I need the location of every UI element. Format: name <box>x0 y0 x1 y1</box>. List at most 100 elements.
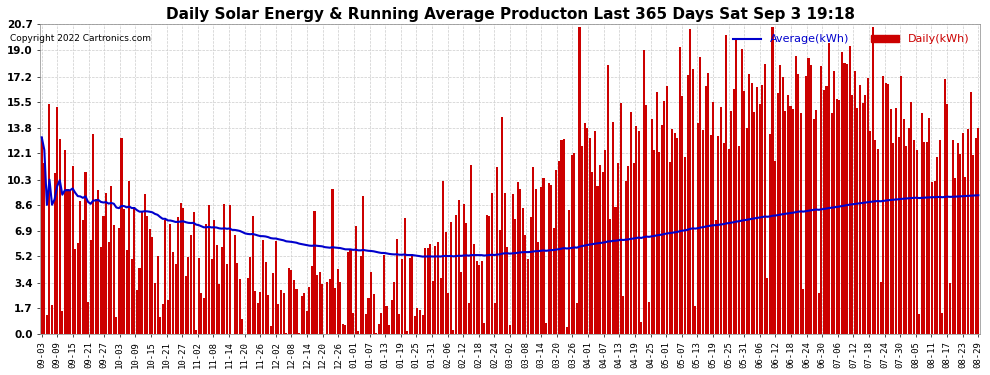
Bar <box>658 152 660 333</box>
Bar <box>79 201 81 333</box>
Bar <box>481 261 483 333</box>
Bar <box>501 117 503 333</box>
Bar <box>975 138 977 333</box>
Bar <box>905 146 907 333</box>
Bar <box>977 129 979 333</box>
Bar <box>306 311 308 333</box>
Bar <box>668 162 670 333</box>
Bar <box>64 150 66 333</box>
Bar <box>599 165 601 333</box>
Bar <box>769 134 771 333</box>
Bar <box>789 106 792 333</box>
Bar <box>239 279 241 333</box>
Bar <box>452 330 454 333</box>
Bar <box>465 224 467 333</box>
Bar <box>738 147 741 333</box>
Bar <box>686 75 689 333</box>
Bar <box>892 143 894 333</box>
Bar <box>108 242 110 333</box>
Bar <box>139 268 141 333</box>
Bar <box>216 245 218 333</box>
Bar <box>676 138 678 333</box>
Bar <box>262 240 264 333</box>
Bar <box>731 111 733 333</box>
Bar <box>808 58 810 333</box>
Bar <box>890 109 892 333</box>
Bar <box>586 128 588 333</box>
Bar <box>128 181 131 333</box>
Bar <box>314 211 316 333</box>
Bar <box>782 77 784 333</box>
Bar <box>247 278 248 333</box>
Bar <box>951 140 953 333</box>
Bar <box>282 293 285 333</box>
Bar <box>288 268 290 333</box>
Bar <box>486 214 488 333</box>
Bar <box>834 71 836 333</box>
Bar <box>460 272 462 333</box>
Bar <box>316 275 318 333</box>
Bar <box>195 330 197 333</box>
Bar <box>872 27 874 333</box>
Bar <box>398 314 400 333</box>
Bar <box>779 66 781 333</box>
Bar <box>92 134 94 333</box>
Bar <box>591 172 593 333</box>
Bar <box>354 226 356 333</box>
Bar <box>558 161 560 333</box>
Bar <box>414 316 416 333</box>
Bar <box>161 304 163 333</box>
Bar <box>226 264 228 333</box>
Bar <box>87 302 89 333</box>
Bar <box>301 296 303 333</box>
Bar <box>610 219 612 333</box>
Bar <box>753 112 755 333</box>
Bar <box>205 224 208 333</box>
Bar <box>77 243 79 333</box>
Bar <box>802 289 805 333</box>
Bar <box>620 103 622 333</box>
Bar <box>192 212 195 333</box>
Bar <box>61 311 63 333</box>
Bar <box>615 207 617 333</box>
Bar <box>362 196 364 333</box>
Bar <box>370 272 372 333</box>
Bar <box>447 292 449 333</box>
Bar <box>530 217 532 333</box>
Bar <box>488 216 490 333</box>
Bar <box>295 289 298 333</box>
Bar <box>499 230 501 333</box>
Bar <box>103 216 105 333</box>
Bar <box>758 104 760 333</box>
Bar <box>367 297 369 333</box>
Bar <box>134 207 136 333</box>
Bar <box>293 279 295 333</box>
Bar <box>512 194 514 333</box>
Bar <box>550 185 552 333</box>
Bar <box>756 87 758 333</box>
Bar <box>264 262 266 333</box>
Bar <box>810 64 812 333</box>
Bar <box>44 163 46 333</box>
Bar <box>771 27 773 333</box>
Bar <box>776 93 779 333</box>
Bar <box>805 76 807 333</box>
Bar <box>435 246 437 333</box>
Bar <box>540 188 542 333</box>
Bar <box>251 216 253 333</box>
Bar <box>58 139 60 333</box>
Bar <box>699 57 702 333</box>
Bar <box>552 228 554 333</box>
Bar <box>151 237 153 333</box>
Bar <box>123 209 125 333</box>
Bar <box>457 200 459 333</box>
Bar <box>761 85 763 333</box>
Bar <box>345 325 346 333</box>
Bar <box>581 146 583 333</box>
Bar <box>918 314 920 333</box>
Bar <box>494 303 496 333</box>
Bar <box>604 150 606 333</box>
Bar <box>346 252 348 333</box>
Bar <box>443 181 445 333</box>
Bar <box>275 241 277 333</box>
